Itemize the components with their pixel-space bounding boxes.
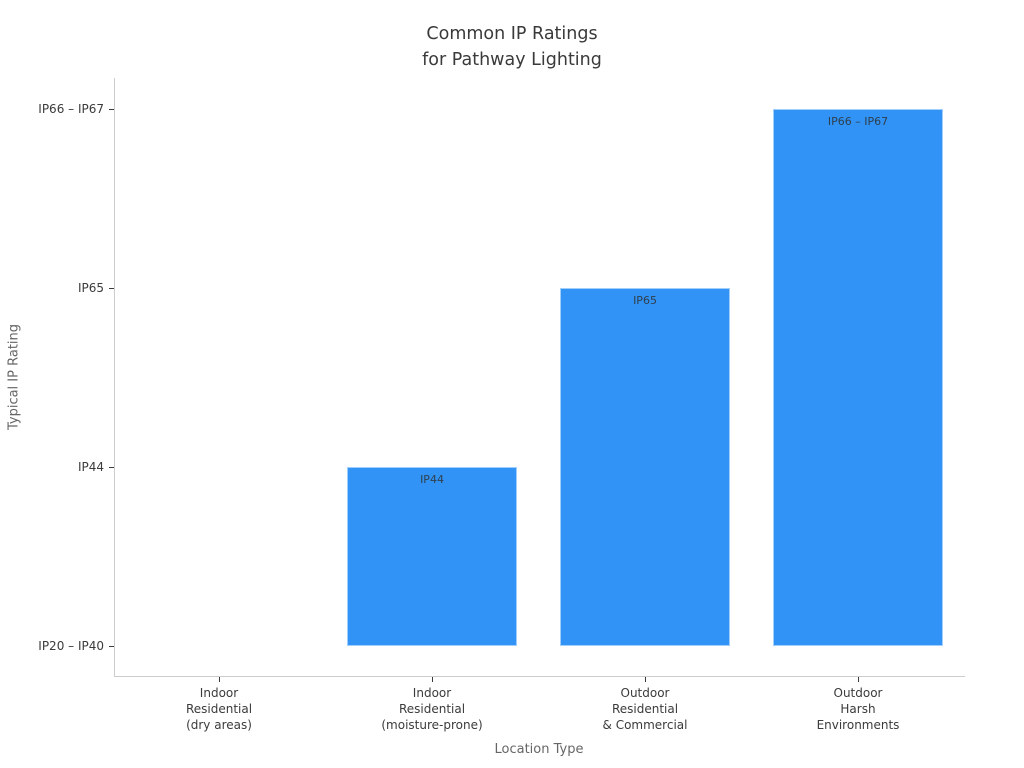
y-tick-label: IP20 – IP40: [38, 639, 104, 653]
y-tick-label: IP44: [77, 460, 104, 474]
y-tick-mark: [109, 288, 114, 289]
x-tick-label: Indoor Residential (dry areas): [185, 686, 253, 732]
y-tick-mark: [109, 646, 114, 647]
y-tick-mark: [109, 467, 114, 468]
x-tick-mark: [645, 677, 646, 682]
x-tick-label: Indoor Residential (moisture-prone): [381, 686, 483, 732]
bar-value-label: IP66 – IP67: [827, 115, 889, 128]
bar-value-label: IP44: [420, 473, 444, 486]
x-axis-title: Location Type: [494, 742, 584, 757]
x-tick-mark: [432, 677, 433, 682]
x-axis-spine: [114, 676, 965, 677]
x-tick-label: Outdoor Residential & Commercial: [602, 686, 688, 732]
y-axis-title: Typical IP Rating: [6, 323, 22, 431]
y-tick-label: IP66 – IP67: [38, 102, 104, 116]
x-tick-mark: [219, 677, 220, 682]
x-tick-mark: [858, 677, 859, 682]
y-tick-mark: [109, 109, 114, 110]
x-tick-label: Outdoor Harsh Environments: [816, 686, 900, 732]
bar-3: [773, 109, 943, 646]
bar-1: [347, 467, 517, 646]
bar-value-label: IP65: [633, 294, 657, 307]
y-tick-label: IP65: [77, 281, 104, 295]
y-axis-spine: [114, 78, 115, 677]
bar-2: [560, 288, 730, 646]
chart-title: Common IP Ratings for Pathway Lighting: [422, 24, 602, 70]
